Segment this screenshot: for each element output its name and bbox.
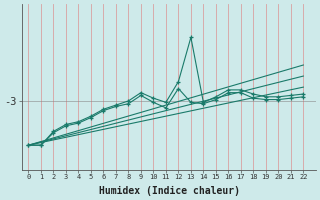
X-axis label: Humidex (Indice chaleur): Humidex (Indice chaleur) bbox=[99, 186, 240, 196]
